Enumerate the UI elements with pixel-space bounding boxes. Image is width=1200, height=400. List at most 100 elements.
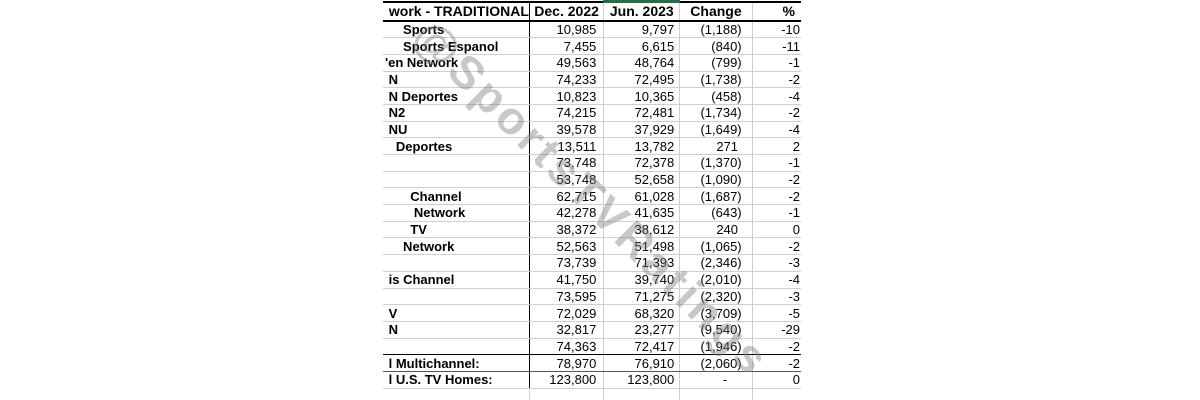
cell-pct[interactable]: 0 xyxy=(752,371,801,389)
cell-change[interactable]: (1,946) xyxy=(679,338,753,356)
cell-jun[interactable]: 68,320 xyxy=(603,304,681,322)
cell-jun[interactable]: 72,417 xyxy=(603,338,681,356)
cell-jun[interactable]: 23,277 xyxy=(603,321,681,339)
cell-jun[interactable]: 72,495 xyxy=(603,71,681,89)
empty-cell[interactable] xyxy=(529,388,605,400)
cell-change[interactable]: (1,370) xyxy=(679,154,753,172)
cell-dec[interactable]: 73,739 xyxy=(529,254,605,272)
cell-dec[interactable]: 73,595 xyxy=(529,288,605,306)
cell-pct[interactable]: -11 xyxy=(752,37,801,55)
cell-dec[interactable]: 78,970 xyxy=(529,354,605,372)
cell-name[interactable]: Sports xyxy=(383,21,530,39)
cell-pct[interactable]: -2 xyxy=(752,187,801,206)
cell-jun[interactable]: 13,782 xyxy=(603,137,681,155)
cell-pct[interactable]: -4 xyxy=(752,121,801,139)
cell-jun[interactable]: 71,275 xyxy=(603,288,681,306)
empty-cell[interactable] xyxy=(679,388,753,400)
cell-dec[interactable]: 41,750 xyxy=(529,271,605,289)
cell-jun[interactable]: 123,800 xyxy=(603,371,681,389)
cell-dec[interactable]: 53,748 xyxy=(529,171,605,189)
cell-name[interactable]: l Multichannel: xyxy=(383,354,530,372)
cell-dec[interactable]: 38,372 xyxy=(529,221,605,239)
cell-change[interactable]: (799) xyxy=(679,54,753,72)
cell-name[interactable] xyxy=(383,288,530,306)
empty-cell[interactable] xyxy=(383,388,530,400)
cell-jun[interactable]: 6,615 xyxy=(603,37,681,55)
cell-jun[interactable]: 38,612 xyxy=(603,221,681,239)
cell-change[interactable]: (1,734) xyxy=(679,104,753,122)
cell-dec[interactable]: 32,817 xyxy=(529,321,605,339)
cell-name[interactable]: N xyxy=(383,321,530,339)
cell-jun[interactable]: 52,658 xyxy=(603,171,681,189)
cell-name[interactable] xyxy=(383,171,530,189)
cell-pct[interactable]: -4 xyxy=(752,87,801,105)
cell-name[interactable]: Deportes xyxy=(383,137,530,155)
cell-change[interactable]: (2,320) xyxy=(679,288,753,306)
cell-pct[interactable]: -1 xyxy=(752,204,801,222)
cell-pct[interactable]: -1 xyxy=(752,54,801,72)
cell-dec[interactable]: 72,029 xyxy=(529,304,605,322)
cell-dec[interactable]: 10,823 xyxy=(529,87,605,105)
cell-change[interactable]: (840) xyxy=(679,37,753,55)
cell-jun[interactable]: 76,910 xyxy=(603,354,681,372)
cell-pct[interactable]: -3 xyxy=(752,288,801,306)
cell-dec[interactable]: 74,363 xyxy=(529,338,605,356)
cell-dec[interactable]: 74,215 xyxy=(529,104,605,122)
column-header-network[interactable]: work - TRADITIONAL xyxy=(383,0,530,22)
cell-name[interactable]: V xyxy=(383,304,530,322)
cell-change[interactable]: (1,065) xyxy=(679,237,753,256)
cell-pct[interactable]: -1 xyxy=(752,154,801,172)
cell-dec[interactable]: 13,511 xyxy=(529,137,605,155)
cell-jun[interactable]: 51,498 xyxy=(603,237,681,256)
cell-name[interactable] xyxy=(383,254,530,272)
cell-dec[interactable]: 73,748 xyxy=(529,154,605,172)
cell-name[interactable]: is Channel xyxy=(383,271,530,289)
cell-name[interactable]: Channel xyxy=(383,187,530,206)
cell-pct[interactable]: 2 xyxy=(752,137,801,155)
cell-pct[interactable]: -10 xyxy=(752,21,801,39)
cell-jun[interactable]: 41,635 xyxy=(603,204,681,222)
cell-pct[interactable]: -2 xyxy=(752,171,801,189)
cell-change[interactable]: (1,090) xyxy=(679,171,753,189)
cell-change[interactable]: (643) xyxy=(679,204,753,222)
cell-pct[interactable]: -3 xyxy=(752,254,801,272)
cell-change[interactable]: (1,649) xyxy=(679,121,753,139)
cell-jun[interactable]: 39,740 xyxy=(603,271,681,289)
cell-jun[interactable]: 48,764 xyxy=(603,54,681,72)
column-header-dec-2022[interactable]: Dec. 2022 xyxy=(529,0,605,22)
cell-jun[interactable]: 9,797 xyxy=(603,21,681,39)
column-header-jun-2023[interactable]: Jun. 2023 xyxy=(603,0,681,22)
column-header-percent[interactable]: % xyxy=(752,0,801,22)
cell-pct[interactable]: -4 xyxy=(752,271,801,289)
cell-pct[interactable]: -2 xyxy=(752,71,801,89)
cell-name[interactable]: Sports Espanol xyxy=(383,37,530,55)
cell-name[interactable]: N xyxy=(383,71,530,89)
cell-dec[interactable]: 39,578 xyxy=(529,121,605,139)
cell-dec[interactable]: 49,563 xyxy=(529,54,605,72)
cell-change[interactable]: (2,060) xyxy=(679,354,753,372)
cell-name[interactable]: l U.S. TV Homes: xyxy=(383,371,530,389)
cell-jun[interactable]: 72,481 xyxy=(603,104,681,122)
cell-jun[interactable]: 71,393 xyxy=(603,254,681,272)
cell-name[interactable]: NU xyxy=(383,121,530,139)
cell-jun[interactable]: 61,028 xyxy=(603,187,681,206)
cell-dec[interactable]: 7,455 xyxy=(529,37,605,55)
cell-change[interactable]: 240 xyxy=(679,221,753,239)
cell-name[interactable]: Network xyxy=(383,204,530,222)
cell-pct[interactable]: -29 xyxy=(752,321,801,339)
cell-dec[interactable]: 123,800 xyxy=(529,371,605,389)
cell-pct[interactable]: -5 xyxy=(752,304,801,322)
cell-jun[interactable]: 72,378 xyxy=(603,154,681,172)
cell-change[interactable]: (9,540) xyxy=(679,321,753,339)
cell-change[interactable]: (458) xyxy=(679,87,753,105)
cell-pct[interactable]: -2 xyxy=(752,237,801,256)
cell-dec[interactable]: 62,715 xyxy=(529,187,605,206)
cell-dec[interactable]: 10,985 xyxy=(529,21,605,39)
cell-dec[interactable]: 52,563 xyxy=(529,237,605,256)
cell-dec[interactable]: 42,278 xyxy=(529,204,605,222)
cell-name[interactable]: N2 xyxy=(383,104,530,122)
cell-change[interactable]: - xyxy=(679,371,753,389)
cell-change[interactable]: (3,709) xyxy=(679,304,753,322)
empty-cell[interactable] xyxy=(752,388,801,400)
empty-cell[interactable] xyxy=(603,388,681,400)
